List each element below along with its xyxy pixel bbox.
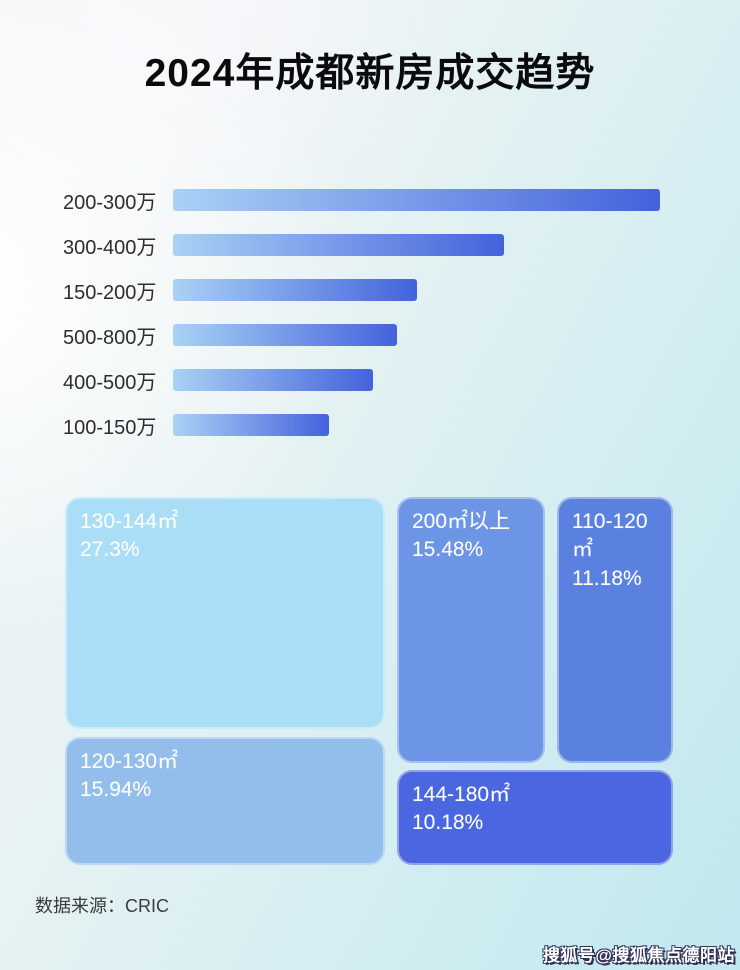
bar-row: 200-300万 bbox=[63, 189, 660, 214]
treemap-cell-percent-label: 15.94% bbox=[80, 778, 152, 802]
bar-row: 150-200万 bbox=[63, 279, 660, 304]
treemap-cell-range-label: 144-180㎡ bbox=[412, 783, 511, 806]
treemap-cell-percent-label: 27.3% bbox=[80, 538, 140, 562]
bar bbox=[173, 189, 660, 211]
bar bbox=[173, 279, 417, 301]
treemap-cell-range-label: 200㎡以上 bbox=[412, 510, 511, 533]
treemap-cell: 120-130㎡ 15.94% bbox=[65, 737, 385, 865]
treemap-cell-range-label: 130-144㎡ bbox=[80, 510, 179, 533]
bar bbox=[173, 414, 329, 436]
bar-row: 500-800万 bbox=[63, 324, 660, 349]
bar-row: 400-500万 bbox=[63, 369, 660, 394]
treemap-cell-percent-label: 15.48% bbox=[412, 538, 484, 562]
watermark: 搜狐号@搜狐焦点德阳站 bbox=[542, 946, 735, 965]
page-title: 2024年成都新房成交趋势 bbox=[144, 52, 596, 95]
bar-row: 300-400万 bbox=[63, 234, 660, 259]
treemap-cell-range-label: 110-120㎡ bbox=[572, 510, 648, 562]
bar-category-label: 300-400万 bbox=[63, 236, 157, 259]
bar-category-label: 400-500万 bbox=[63, 371, 157, 394]
bar-category-label: 100-150万 bbox=[63, 416, 157, 439]
bar-row: 100-150万 bbox=[63, 414, 660, 439]
bar bbox=[173, 369, 373, 391]
data-source-label: 数据来源：CRIC bbox=[35, 896, 169, 916]
bar bbox=[173, 234, 504, 256]
treemap-cell: 110-120㎡ 11.18% bbox=[557, 497, 673, 763]
treemap-cell: 130-144㎡ 27.3% bbox=[65, 497, 385, 729]
treemap-cell: 144-180㎡ 10.18% bbox=[397, 770, 673, 865]
bar bbox=[173, 324, 397, 346]
bar-category-label: 500-800万 bbox=[63, 326, 157, 349]
treemap-cell-range-label: 120-130㎡ bbox=[80, 750, 179, 773]
treemap-cell-percent-label: 11.18% bbox=[572, 566, 642, 590]
bar-category-label: 150-200万 bbox=[63, 281, 157, 304]
bar-chart: 200-300万 300-400万 150-200万 500-800万 400-500万… bbox=[63, 189, 660, 459]
treemap-cell-percent-label: 10.18% bbox=[412, 811, 484, 835]
bar-category-label: 200-300万 bbox=[63, 191, 157, 214]
treemap-cell: 200㎡以上 15.48% bbox=[397, 497, 545, 763]
